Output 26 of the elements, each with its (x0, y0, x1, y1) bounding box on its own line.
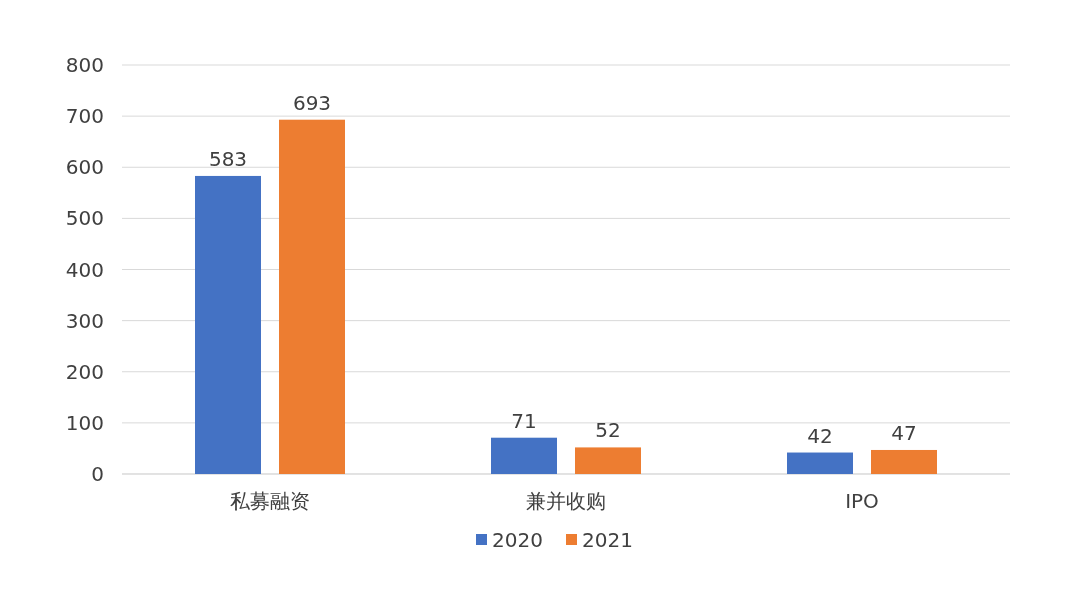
bar (871, 449, 937, 474)
data-label: 71 (511, 408, 537, 433)
y-tick-label: 100 (65, 410, 104, 435)
y-tick-label: 600 (65, 155, 104, 180)
bar (279, 119, 345, 474)
y-tick-label: 0 (91, 462, 104, 486)
legend-label: 2020 (492, 528, 543, 552)
bar (491, 437, 557, 474)
data-label: 693 (292, 90, 332, 115)
y-tick-label: 400 (65, 257, 104, 282)
data-label: 52 (595, 418, 621, 443)
y-tick-label: 700 (65, 104, 104, 129)
bar (787, 452, 853, 474)
y-tick-label: 300 (65, 308, 104, 333)
legend-label: 2021 (582, 528, 633, 552)
y-tick-label: 200 (65, 359, 104, 384)
data-label: 583 (208, 146, 248, 171)
data-label: 47 (891, 420, 917, 445)
data-label: 42 (807, 423, 833, 448)
y-tick-label: 500 (65, 206, 104, 231)
y-tick-label: 800 (65, 53, 104, 77)
x-tick-label: 私募融资 (230, 489, 310, 513)
bar (575, 447, 641, 474)
bar (195, 175, 261, 474)
x-tick-label: 兼并收购 (526, 489, 606, 513)
x-tick-label: IPO (845, 489, 879, 513)
